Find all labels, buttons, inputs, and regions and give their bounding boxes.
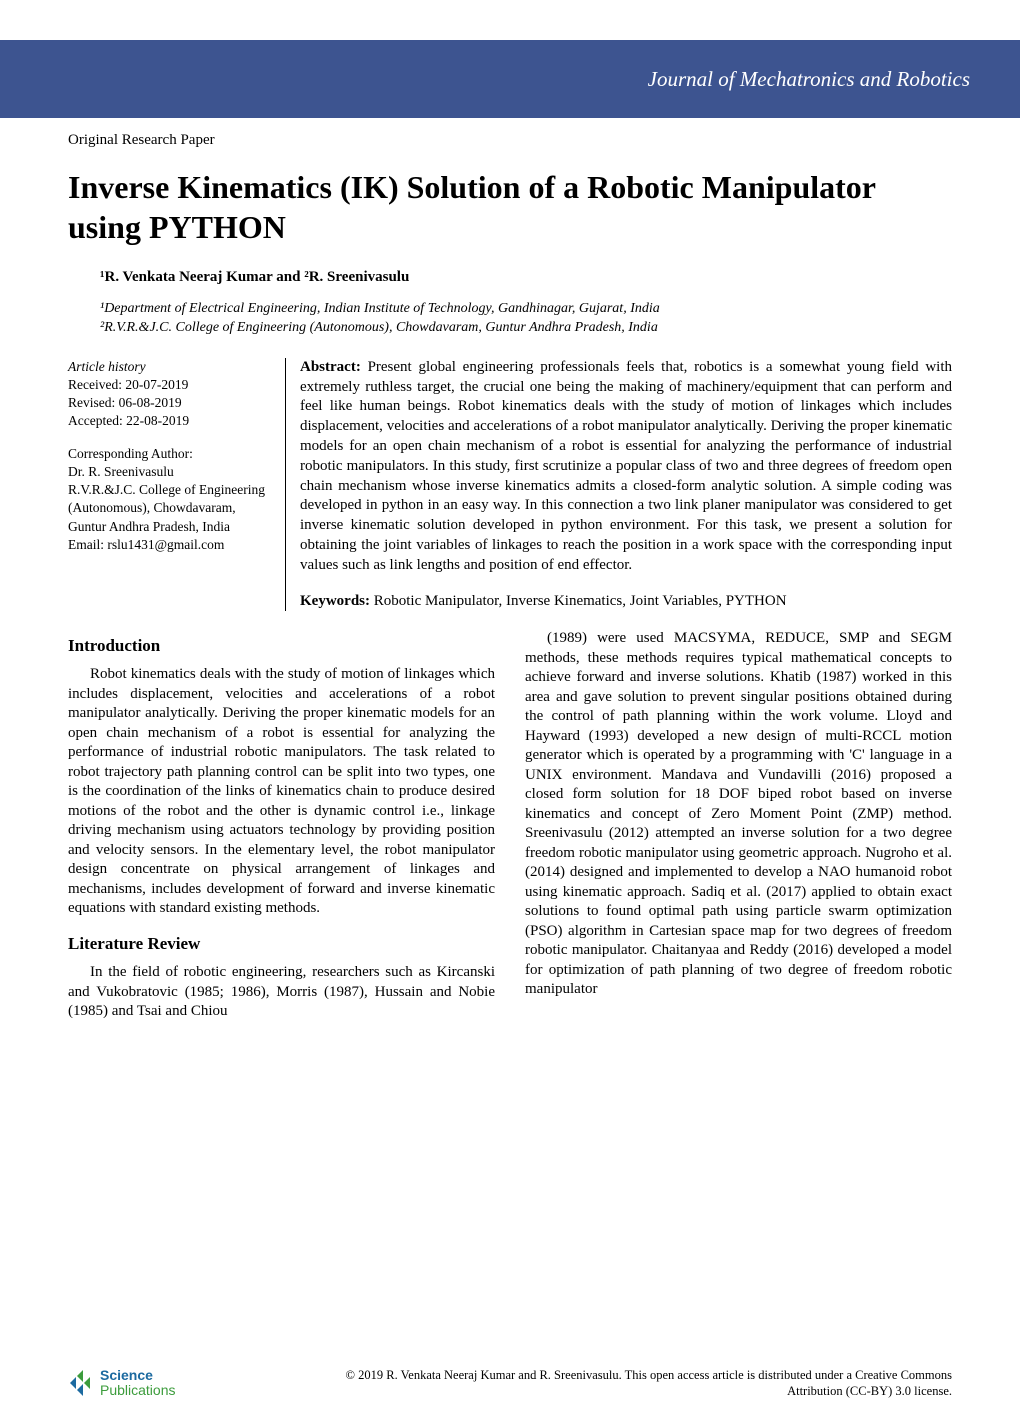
logo-icon bbox=[68, 1370, 94, 1396]
publisher-logo: Science Publications bbox=[68, 1368, 176, 1397]
paper-type: Original Research Paper bbox=[68, 132, 1020, 149]
history-label: Article history bbox=[68, 358, 273, 376]
corr-name: Dr. R. Sreenivasulu bbox=[68, 463, 273, 481]
history-received: Received: 20-07-2019 bbox=[68, 376, 273, 394]
corr-addr: R.V.R.&J.C. College of Engineering (Auto… bbox=[68, 481, 273, 536]
logo-text: Science Publications bbox=[100, 1368, 176, 1397]
abstract-text: Abstract: Present global engineering pro… bbox=[300, 358, 952, 576]
keywords-text: Robotic Manipulator, Inverse Kinematics,… bbox=[374, 593, 787, 609]
authors: ¹R. Venkata Neeraj Kumar and ²R. Sreeniv… bbox=[100, 269, 952, 286]
intro-paragraph: Robot kinematics deals with the study of… bbox=[68, 665, 495, 919]
meta-abstract-row: Article history Received: 20-07-2019 Rev… bbox=[68, 358, 952, 612]
affiliations: ¹Department of Electrical Engineering, I… bbox=[100, 300, 952, 338]
keywords: Keywords: Robotic Manipulator, Inverse K… bbox=[300, 592, 952, 612]
litreview-left: In the field of robotic engineering, res… bbox=[68, 963, 495, 1022]
abstract-body: Present global engineering professionals… bbox=[300, 359, 952, 573]
intro-heading: Introduction bbox=[68, 635, 495, 657]
history-accepted: Accepted: 22-08-2019 bbox=[68, 412, 273, 430]
keywords-label: Keywords: bbox=[300, 593, 370, 609]
corr-email: Email: rslu1431@gmail.com bbox=[68, 536, 273, 554]
article-meta: Article history Received: 20-07-2019 Rev… bbox=[68, 358, 286, 612]
copyright: © 2019 R. Venkata Neeraj Kumar and R. Sr… bbox=[322, 1367, 952, 1400]
left-column: Introduction Robot kinematics deals with… bbox=[68, 629, 495, 1021]
history-revised: Revised: 06-08-2019 bbox=[68, 394, 273, 412]
logo-line1: Science bbox=[100, 1368, 176, 1383]
page-footer: Science Publications © 2019 R. Venkata N… bbox=[68, 1367, 952, 1400]
litreview-right: (1989) were used MACSYMA, REDUCE, SMP an… bbox=[525, 629, 952, 1000]
right-column: (1989) were used MACSYMA, REDUCE, SMP an… bbox=[525, 629, 952, 1021]
journal-name: Journal of Mechatronics and Robotics bbox=[648, 67, 970, 92]
litreview-heading: Literature Review bbox=[68, 933, 495, 955]
abstract-label: Abstract: bbox=[300, 359, 361, 375]
paper-title: Inverse Kinematics (IK) Solution of a Ro… bbox=[68, 167, 952, 247]
affiliation-1: ¹Department of Electrical Engineering, I… bbox=[100, 300, 952, 319]
body-columns: Introduction Robot kinematics deals with… bbox=[68, 629, 952, 1021]
journal-banner: Journal of Mechatronics and Robotics bbox=[0, 40, 1020, 118]
affiliation-2: ²R.V.R.&J.C. College of Engineering (Aut… bbox=[100, 319, 952, 338]
abstract-block: Abstract: Present global engineering pro… bbox=[300, 358, 952, 612]
corresponding-author: Corresponding Author: Dr. R. Sreenivasul… bbox=[68, 445, 273, 554]
corr-label: Corresponding Author: bbox=[68, 445, 273, 463]
